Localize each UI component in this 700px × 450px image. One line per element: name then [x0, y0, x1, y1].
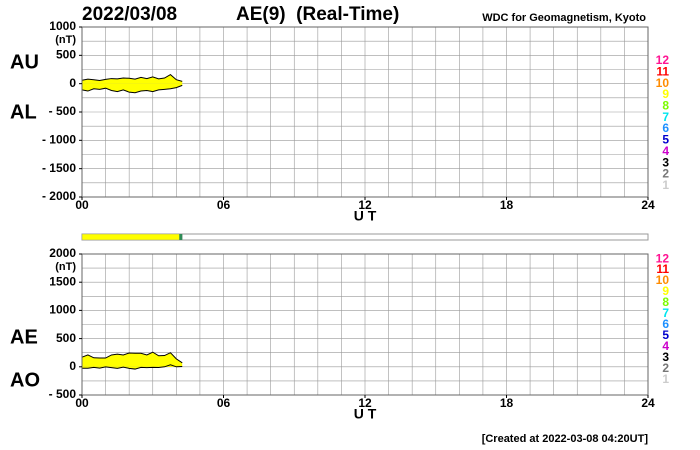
level-label: 9	[662, 284, 669, 298]
area	[82, 83, 183, 93]
line	[81, 351, 183, 364]
level-label: 1	[662, 372, 669, 386]
x-tick-label: 12	[358, 198, 372, 212]
level-label: 7	[662, 110, 669, 124]
x-tick-label: 00	[75, 198, 89, 212]
y-tick-label: - 2000	[42, 189, 76, 203]
level-label: 2	[662, 167, 669, 181]
coverage-fill	[81, 233, 183, 241]
series-label: AL	[10, 101, 37, 123]
line	[81, 73, 183, 82]
x-tick-label: 06	[217, 198, 231, 212]
footer: [Created at 2022-03-08 04:20UT]	[482, 433, 649, 445]
chart-title: AE(9) (Real-Time)	[236, 4, 399, 25]
y-tick-label: 0	[69, 76, 76, 90]
series-label: AU	[10, 51, 39, 73]
level-label: 4	[662, 144, 669, 158]
x-tick-label: 24	[641, 198, 655, 212]
y-tick-label: - 500	[49, 104, 77, 118]
y-tick-label: - 1500	[42, 161, 76, 175]
y-tick-label: 0	[69, 359, 76, 373]
level-label: 2	[662, 361, 669, 375]
level-label: 12	[656, 251, 670, 265]
y-unit: (nT)	[55, 261, 76, 273]
y-tick-label: 1500	[49, 274, 76, 288]
source: WDC for Geomagnetism, Kyoto	[482, 12, 646, 24]
y-tick-label: 2000	[49, 246, 76, 260]
level-label: 10	[656, 273, 670, 287]
area	[82, 364, 183, 370]
x-tick-label: 18	[500, 396, 514, 410]
level-label: 10	[656, 76, 670, 90]
level-label: 8	[662, 99, 669, 113]
level-label: 4	[662, 339, 669, 353]
coverage-end	[179, 234, 183, 240]
y-tick-label: - 500	[49, 387, 77, 401]
y-tick-label: - 1000	[42, 133, 76, 147]
level-label: 9	[662, 87, 669, 101]
level-label: 5	[662, 328, 669, 342]
line	[82, 364, 183, 370]
x-axis-label: U T	[354, 208, 377, 224]
series-label: AE	[10, 326, 38, 348]
area	[82, 352, 183, 367]
level-label: 6	[662, 121, 669, 135]
x-axis-label: U T	[354, 406, 377, 422]
level-label: 8	[662, 295, 669, 309]
y-tick-label: 1000	[49, 303, 76, 317]
x-tick-label: 12	[358, 396, 372, 410]
level-label: 3	[662, 350, 669, 364]
level-label: 12	[656, 53, 670, 67]
y-unit: (nT)	[55, 34, 76, 46]
x-tick-label: 18	[500, 198, 514, 212]
y-tick-label: 500	[56, 331, 76, 345]
x-tick-label: 00	[75, 396, 89, 410]
date: 2022/03/08	[82, 4, 177, 25]
y-tick-label: 1000	[49, 19, 76, 33]
level-label: 6	[662, 317, 669, 331]
y-tick-label: 500	[56, 48, 76, 62]
x-tick-label: 06	[217, 396, 231, 410]
line	[81, 84, 183, 94]
level-label: 11	[656, 65, 669, 79]
level-label: 3	[662, 155, 669, 169]
level-label: 11	[656, 262, 669, 276]
level-label: 1	[662, 178, 669, 192]
series-label: AO	[10, 369, 40, 391]
level-label: 5	[662, 133, 669, 147]
x-tick-label: 24	[641, 396, 655, 410]
level-label: 7	[662, 306, 669, 320]
